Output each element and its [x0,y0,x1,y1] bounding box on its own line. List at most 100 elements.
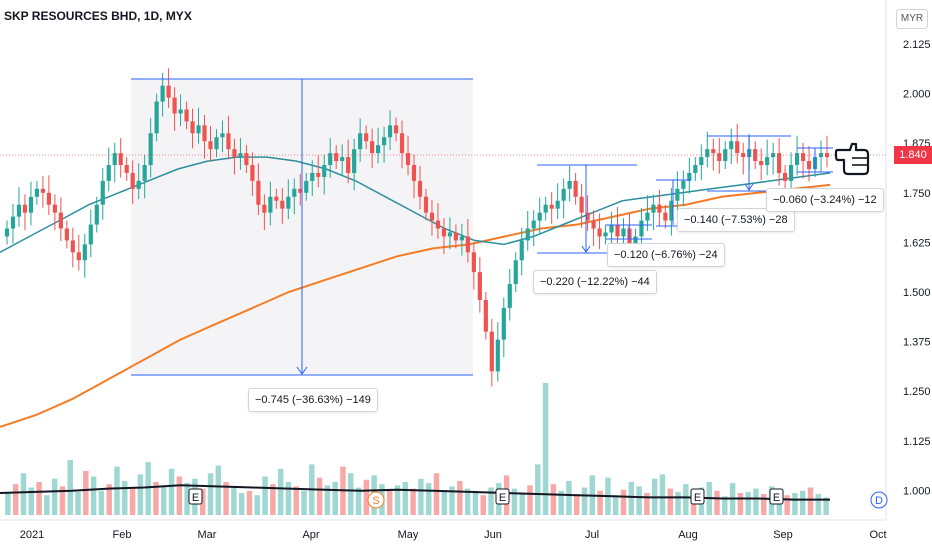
measure-tool-1[interactable] [131,78,473,376]
candle [591,210,596,246]
price-tick-label: 1.625 [903,237,931,249]
time-tick-label: Feb [113,529,132,541]
price-tick-label: 1.250 [903,386,931,398]
candle [52,194,57,231]
currency-label[interactable]: MYR [896,9,928,29]
candle [22,194,28,231]
candle [681,170,686,207]
volume-bar [36,482,42,515]
candle [94,196,99,233]
candle [4,220,10,245]
svg-text:E: E [694,492,701,504]
earnings-marker[interactable]: E [769,488,784,505]
candle [16,187,22,227]
candle [573,172,578,205]
candle [346,139,351,184]
svg-text:S: S [372,495,379,507]
candle [262,194,267,231]
volume-bar [59,486,66,515]
candle [136,163,141,200]
volume-bar [449,486,455,515]
price-axis[interactable]: 2.1252.0001.8751.7501.6251.5001.3751.250… [903,39,931,497]
candle [483,292,488,340]
candle [411,154,417,199]
volume-bar [753,488,759,515]
candle [735,123,740,164]
dividend-marker[interactable]: D [870,491,888,509]
earnings-marker[interactable]: E [690,488,705,505]
candle [417,165,423,210]
volume-bar [792,493,798,515]
candle [310,160,315,196]
candle [166,68,171,108]
volume-bar [612,495,619,515]
candle [70,227,75,268]
svg-text:D: D [875,495,883,507]
candle [10,203,16,244]
volume-bar [823,497,829,515]
time-tick-label: Apr [302,529,319,541]
volume-bar [67,460,73,515]
candle [220,120,225,153]
volume-bar [106,484,112,515]
volume-bar [129,487,136,515]
volume-bar [145,462,151,515]
candle [298,173,303,206]
candle [645,195,650,231]
event-markers[interactable]: E S E E E D [188,488,888,509]
earnings-marker[interactable]: E [188,488,203,505]
candle [597,213,602,250]
ma200-line [0,183,831,428]
candle [160,72,165,117]
candle [783,165,788,189]
volume-bar [122,480,128,515]
candle [453,224,459,249]
measure-label-4: −0.140 (−7.53%) −28 [677,208,795,232]
volume-bar [153,482,159,515]
price-tick-label: 1.000 [903,485,931,497]
candle [328,138,333,178]
time-axis[interactable]: 2021 Feb Mar Apr May Jun Jul Aug Sep Oct [20,529,887,541]
volume-bar [184,483,190,515]
candle [717,138,722,174]
time-tick-label: Jul [585,529,599,541]
measure-label-3: −0.120 (−6.76%) −24 [607,243,725,267]
volume-bar [488,487,494,515]
candle [387,110,393,150]
candle [465,218,470,263]
volume-bar [137,474,144,515]
volume-bar [386,490,393,515]
candle [723,141,728,169]
candle [579,184,584,228]
volume-bar [574,494,580,515]
last-price-badge: 1.840 [894,146,932,164]
candle [405,135,411,176]
time-tick-label: Mar [198,529,217,541]
volume-bar [722,496,728,515]
volume-bar [628,482,635,515]
candle [64,220,69,249]
candle [609,211,614,248]
volume-bar [535,464,541,515]
chart-title: SKP RESOURCES BHD, 1D, MYX [4,9,192,23]
candle [471,242,476,290]
candle [148,118,153,178]
volume-bar [363,479,370,515]
split-marker[interactable]: S [367,491,385,509]
volume-bar [464,488,471,515]
volume-bar [690,494,697,515]
candle [40,176,46,208]
candle [82,234,87,278]
volume-bar [161,485,167,515]
candle [567,165,572,202]
candle [202,115,207,159]
candle [274,188,279,209]
volume-bar [20,473,27,515]
candle [34,180,40,205]
price-tick-label: 1.125 [903,436,931,448]
measure-tool-3[interactable] [606,224,652,240]
volume-bar [332,482,338,515]
earnings-marker[interactable]: E [495,488,510,505]
candle [441,218,447,254]
